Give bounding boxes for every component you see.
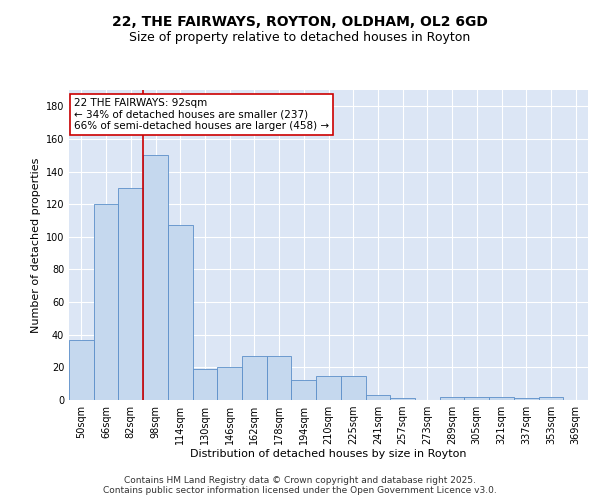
Bar: [217, 368, 242, 400]
Bar: [390, 398, 415, 400]
Bar: [94, 204, 118, 400]
Bar: [118, 188, 143, 400]
Bar: [316, 376, 341, 400]
Bar: [69, 340, 94, 400]
Text: 22 THE FAIRWAYS: 92sqm
← 34% of detached houses are smaller (237)
66% of semi-de: 22 THE FAIRWAYS: 92sqm ← 34% of detached…: [74, 98, 329, 131]
Bar: [168, 226, 193, 400]
Bar: [464, 396, 489, 400]
Bar: [193, 369, 217, 400]
Y-axis label: Number of detached properties: Number of detached properties: [31, 158, 41, 332]
Text: Size of property relative to detached houses in Royton: Size of property relative to detached ho…: [130, 31, 470, 44]
Text: Contains HM Land Registry data © Crown copyright and database right 2025.
Contai: Contains HM Land Registry data © Crown c…: [103, 476, 497, 495]
Bar: [489, 396, 514, 400]
Bar: [440, 396, 464, 400]
Bar: [365, 395, 390, 400]
Bar: [341, 376, 365, 400]
Bar: [242, 356, 267, 400]
X-axis label: Distribution of detached houses by size in Royton: Distribution of detached houses by size …: [190, 448, 467, 458]
Bar: [267, 356, 292, 400]
Bar: [514, 398, 539, 400]
Bar: [539, 396, 563, 400]
Text: 22, THE FAIRWAYS, ROYTON, OLDHAM, OL2 6GD: 22, THE FAIRWAYS, ROYTON, OLDHAM, OL2 6G…: [112, 16, 488, 30]
Bar: [292, 380, 316, 400]
Bar: [143, 156, 168, 400]
